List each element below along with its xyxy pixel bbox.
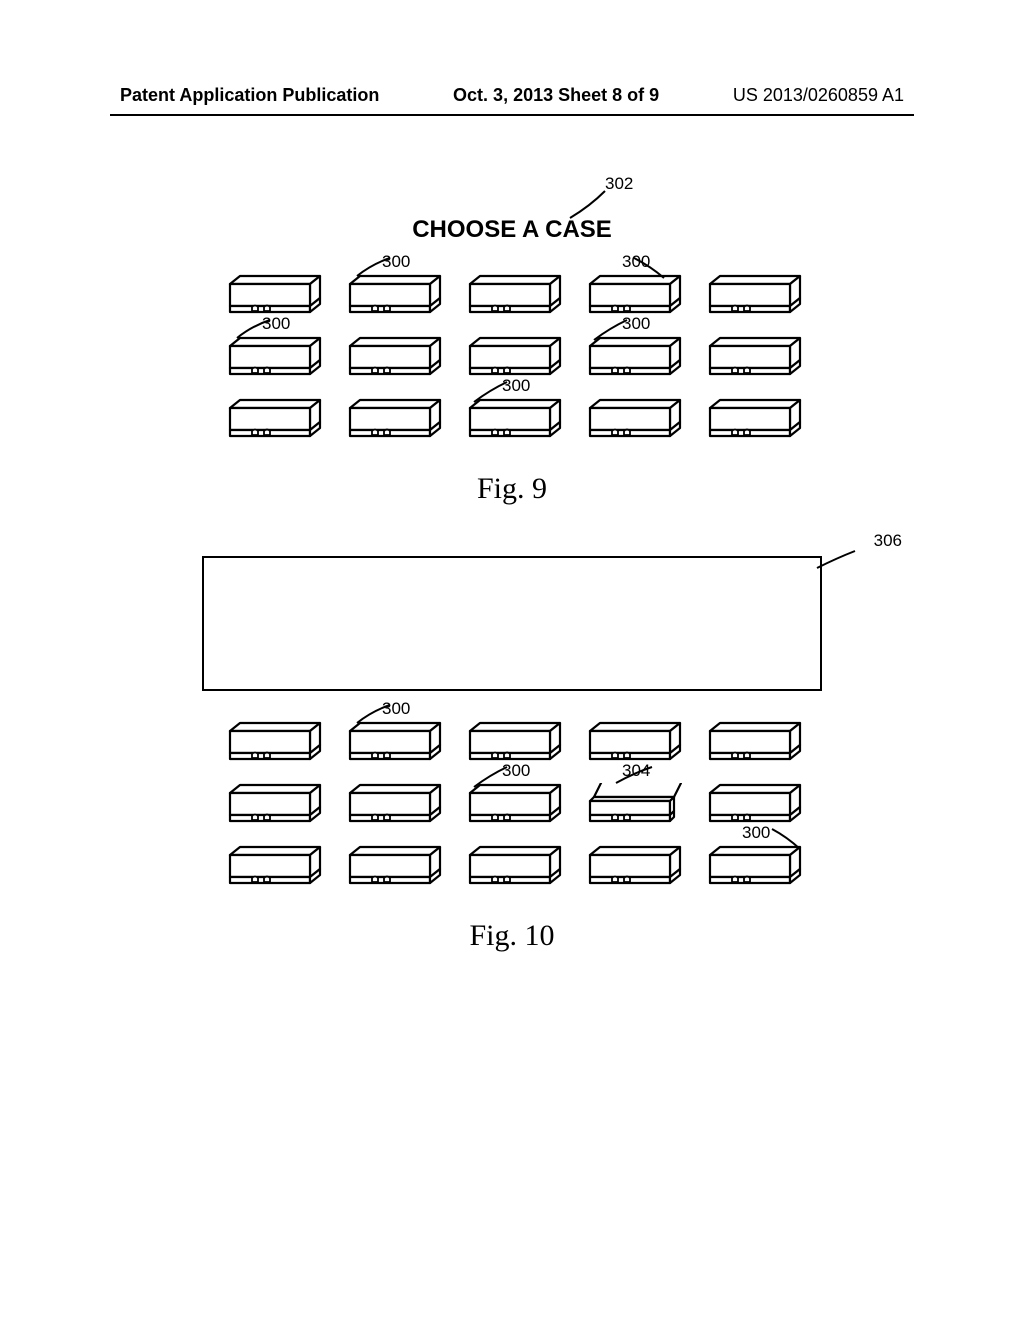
case-icon	[702, 783, 802, 827]
case-icon	[582, 398, 682, 442]
case-icon	[342, 336, 442, 380]
figure9-title-row: CHOOSE A CASE 302	[0, 216, 1024, 244]
figure-10: 306	[0, 556, 1024, 953]
figure9-caption: Fig. 9	[0, 472, 1024, 506]
case-icon	[222, 845, 322, 889]
leader-line	[472, 765, 542, 791]
case-icon	[462, 274, 562, 318]
leader-line	[742, 827, 812, 853]
leader-line	[232, 318, 302, 344]
case-row	[222, 845, 802, 889]
header-docnum: US 2013/0260859 A1	[733, 85, 904, 106]
header-rule	[110, 114, 914, 116]
leader-line	[602, 256, 672, 282]
leader-line	[612, 765, 682, 791]
ref-306: 306	[874, 531, 902, 551]
case-icon	[582, 845, 682, 889]
case-icon	[462, 721, 562, 765]
case-icon	[342, 398, 442, 442]
case-row	[222, 274, 802, 318]
header-publication: Patent Application Publication	[120, 85, 379, 106]
case-row	[222, 721, 802, 765]
case-icon	[702, 336, 802, 380]
figure-9: CHOOSE A CASE 302	[0, 216, 1024, 506]
leader-line	[352, 256, 422, 282]
case-icon	[702, 398, 802, 442]
case-icon	[702, 721, 802, 765]
case-icon	[342, 783, 442, 827]
case-icon	[462, 336, 562, 380]
case-icon	[222, 721, 322, 765]
figure10-caption: Fig. 10	[0, 919, 1024, 953]
case-icon	[342, 845, 442, 889]
leader-line	[592, 318, 662, 344]
case-icon	[582, 721, 682, 765]
case-icon	[702, 274, 802, 318]
case-icon	[462, 845, 562, 889]
leader-line	[472, 380, 542, 406]
case-row	[222, 336, 802, 380]
page-header: Patent Application Publication Oct. 3, 2…	[0, 0, 1024, 106]
case-icon	[222, 398, 322, 442]
figure9-grid: 300300300300300	[0, 274, 1024, 442]
case-icon	[222, 783, 322, 827]
ref-302: 302	[605, 174, 633, 194]
leader-line	[352, 703, 422, 729]
figure10-grid: 300300304300	[0, 721, 1024, 889]
case-icon	[222, 274, 322, 318]
header-sheet: Oct. 3, 2013 Sheet 8 of 9	[453, 85, 659, 106]
figure10-info-box	[202, 556, 822, 691]
